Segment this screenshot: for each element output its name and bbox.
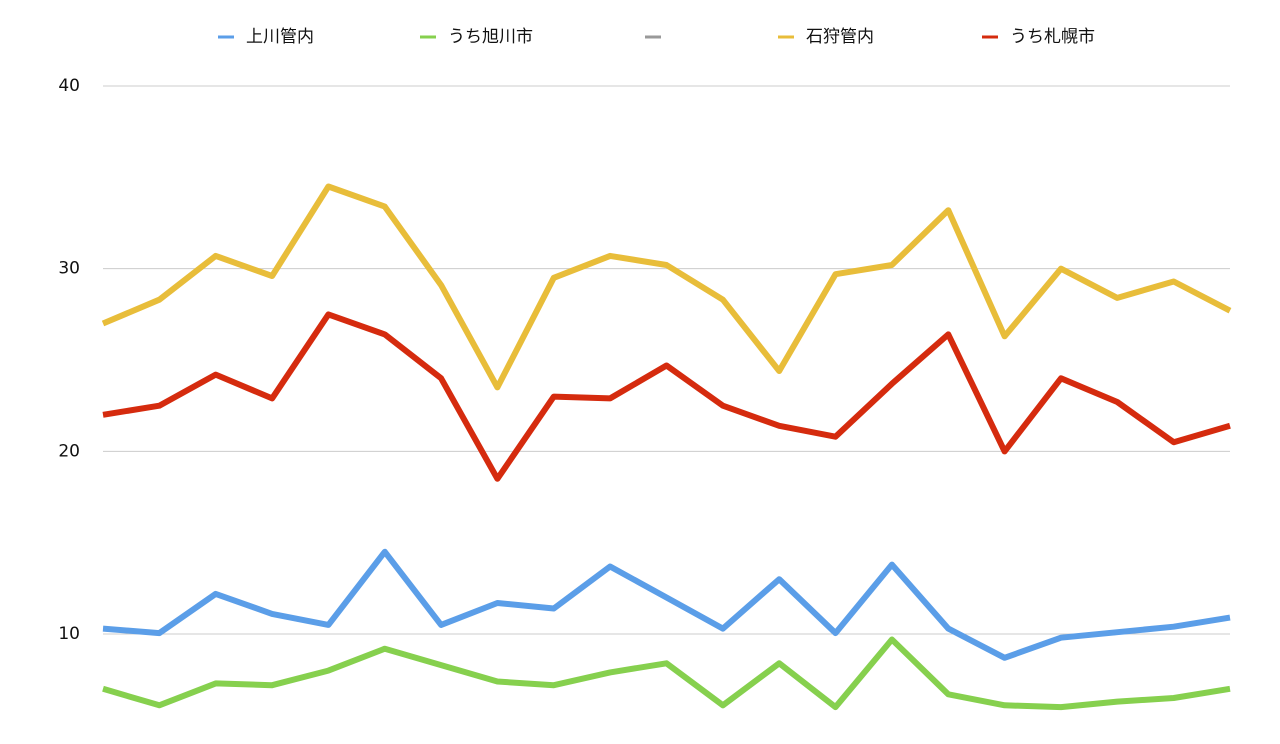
legend-label: 上川管内 bbox=[246, 27, 314, 47]
y-tick-label: 40 bbox=[58, 76, 80, 96]
series-line bbox=[102, 311, 1231, 482]
series-line bbox=[102, 548, 1231, 661]
legend-label: うち旭川市 bbox=[448, 27, 533, 47]
legend-label: 石狩管内 bbox=[806, 27, 874, 47]
series-line bbox=[102, 636, 1231, 711]
y-tick-label: 10 bbox=[58, 624, 80, 644]
y-tick-label: 30 bbox=[58, 259, 80, 279]
legend-label: うち札幌市 bbox=[1010, 27, 1095, 47]
y-tick-label: 20 bbox=[58, 441, 80, 461]
series-line bbox=[101, 183, 1232, 391]
